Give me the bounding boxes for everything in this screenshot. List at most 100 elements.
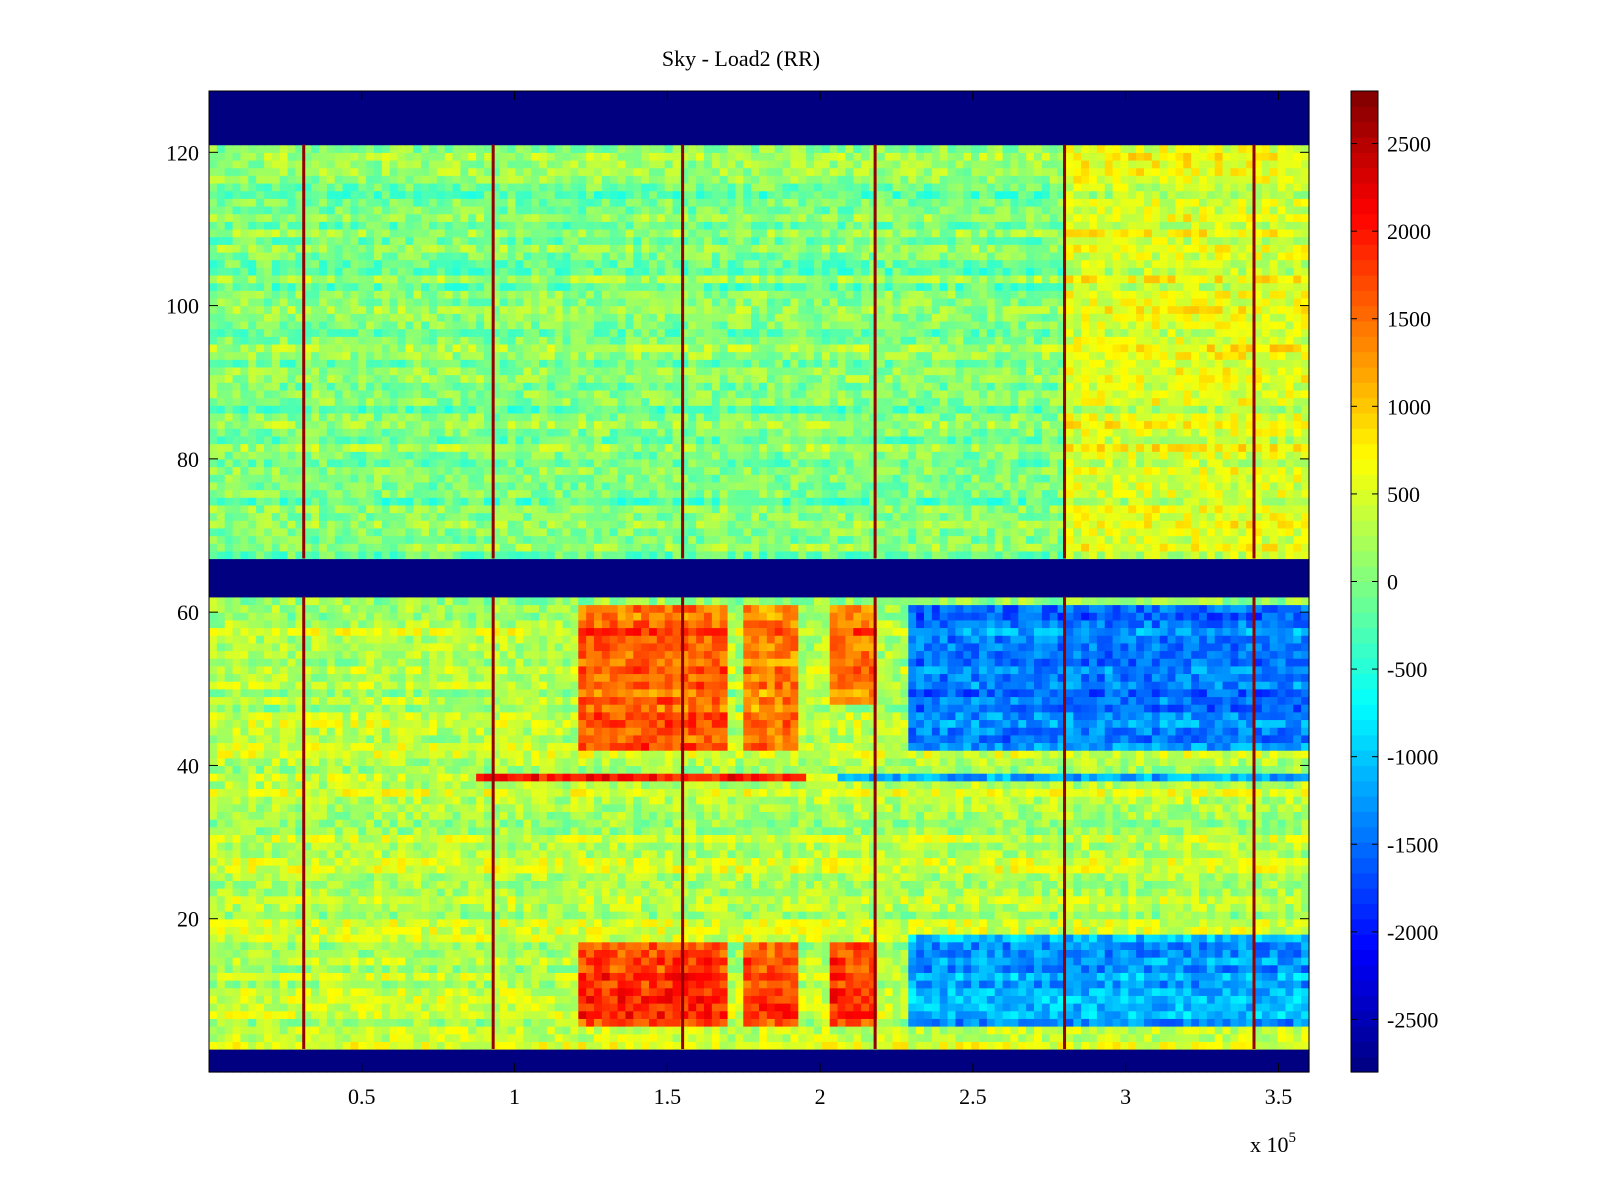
heatmap-cell	[1238, 811, 1247, 820]
heatmap-cell	[853, 957, 862, 966]
heatmap-cell	[421, 819, 430, 828]
heatmap-cell	[790, 880, 799, 889]
heatmap-cell	[539, 949, 548, 958]
heatmap-cell	[821, 1056, 831, 1065]
heatmap-cell	[601, 1010, 611, 1019]
heatmap-cell	[319, 796, 328, 805]
heatmap-cell	[955, 1018, 964, 1027]
heatmap-cell	[1199, 980, 1208, 989]
heatmap-cell	[766, 934, 776, 943]
heatmap-cell	[271, 1041, 281, 1050]
heatmap-cell	[971, 1010, 980, 1019]
heatmap-cell	[476, 796, 485, 805]
heatmap-cell	[955, 872, 964, 881]
heatmap-cell	[421, 941, 430, 950]
heatmap-cell	[892, 880, 902, 889]
heatmap-cell	[342, 803, 352, 813]
heatmap-cell	[491, 842, 501, 851]
heatmap-cell	[680, 811, 689, 820]
heatmap-cell	[829, 857, 839, 866]
heatmap-cell	[672, 964, 682, 973]
heatmap-cell	[656, 1049, 666, 1058]
heatmap-cell	[546, 888, 556, 897]
heatmap-cell	[366, 995, 375, 1004]
heatmap-cell	[1018, 949, 1027, 958]
heatmap-cell	[342, 987, 352, 996]
heatmap-cell	[1065, 819, 1074, 828]
heatmap-cell	[837, 972, 847, 981]
heatmap-cell	[279, 811, 289, 820]
heatmap-cell	[947, 926, 957, 935]
heatmap-cell	[1261, 934, 1271, 943]
heatmap-cell	[829, 803, 839, 813]
heatmap-cell	[358, 972, 367, 981]
heatmap-cell	[586, 1018, 595, 1027]
heatmap-cell	[869, 1033, 878, 1042]
heatmap-cell	[1293, 964, 1302, 973]
heatmap-cell	[358, 803, 367, 813]
heatmap-cell	[869, 842, 878, 851]
heatmap-cell	[1293, 987, 1302, 996]
heatmap-cell	[664, 1056, 674, 1065]
heatmap-cell	[578, 957, 587, 966]
heatmap-cell	[1175, 872, 1184, 881]
heatmap-cell	[358, 926, 367, 935]
heatmap-cell	[539, 1010, 548, 1019]
heatmap-cell	[617, 926, 627, 935]
heatmap-cell	[1183, 964, 1192, 973]
heatmap-cell	[1285, 842, 1294, 851]
heatmap-cell	[735, 834, 744, 843]
heatmap-cell	[232, 1041, 242, 1050]
heatmap-cell	[436, 1018, 446, 1027]
heatmap-cell	[271, 934, 281, 943]
heatmap-cell	[1261, 1010, 1271, 1019]
heatmap-cell	[350, 1010, 359, 1019]
heatmap-cell	[413, 842, 422, 851]
heatmap-cell	[696, 865, 705, 874]
heatmap-cell	[452, 1064, 462, 1073]
heatmap-cell	[209, 1010, 218, 1019]
heatmap-cell	[869, 903, 878, 912]
heatmap-cell	[821, 941, 831, 950]
heatmap-cell	[908, 1010, 917, 1019]
heatmap-cell	[861, 1049, 870, 1058]
heatmap-cell	[649, 872, 658, 881]
heatmap-cell	[476, 1010, 485, 1019]
heatmap-cell	[1246, 926, 1255, 935]
heatmap-cell	[232, 1003, 242, 1012]
heatmap-cell	[546, 1056, 556, 1065]
heatmap-cell	[515, 1026, 524, 1035]
heatmap-cell	[1073, 987, 1082, 996]
heatmap-cell	[971, 1041, 980, 1050]
heatmap-cell	[586, 995, 595, 1004]
heatmap-cell	[861, 980, 870, 989]
heatmap-cell	[656, 796, 666, 805]
heatmap-cell	[869, 811, 878, 820]
heatmap-cell	[853, 1041, 862, 1050]
heatmap-cell	[609, 1010, 619, 1019]
heatmap-cell	[1277, 972, 1287, 981]
heatmap-cell	[554, 895, 564, 904]
heatmap-cell	[562, 865, 572, 874]
heatmap-cell	[664, 1033, 674, 1042]
heatmap-cell	[869, 918, 878, 927]
heatmap-cell	[711, 926, 721, 935]
heatmap-cell	[939, 796, 949, 805]
heatmap-cell	[1301, 934, 1310, 943]
heatmap-cell	[1010, 934, 1019, 943]
heatmap-cell	[389, 849, 399, 858]
heatmap-cell	[216, 880, 226, 889]
heatmap-cell	[1222, 911, 1232, 920]
heatmap-cell	[1112, 803, 1122, 813]
heatmap-cell	[531, 957, 540, 966]
heatmap-cell	[366, 849, 375, 858]
heatmap-cell	[1144, 849, 1153, 858]
heatmap-cell	[979, 1018, 988, 1027]
heatmap-cell	[649, 796, 658, 805]
heatmap-cell	[381, 888, 391, 897]
heatmap-cell	[963, 1056, 972, 1065]
heatmap-cell	[821, 964, 831, 973]
heatmap-cell	[672, 941, 682, 950]
heatmap-cell	[594, 941, 603, 950]
heatmap-cell	[1002, 1033, 1012, 1042]
